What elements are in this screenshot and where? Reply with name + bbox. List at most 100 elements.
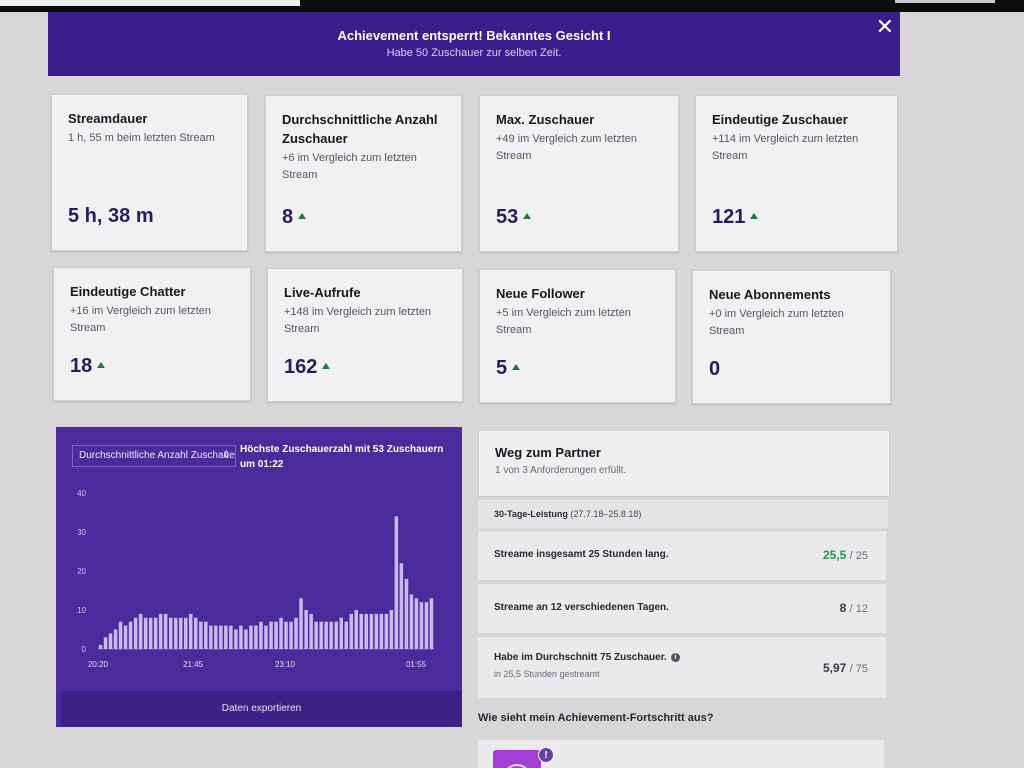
chart-bar[interactable] [354,610,359,649]
chart-bar[interactable] [264,625,268,649]
chart-bar[interactable] [128,621,133,649]
chart-bar[interactable] [189,613,193,649]
chart-bar[interactable] [294,617,298,649]
chart-bar[interactable] [209,625,213,649]
stat-subtitle: +6 im Vergleich zum letzten Stream [282,152,417,181]
chart-bar[interactable] [194,617,198,649]
chart-bar[interactable] [389,610,394,649]
chart-bar[interactable] [349,613,354,649]
chart-bar[interactable] [204,621,208,649]
arrow-up-icon [750,213,759,219]
requirement-label: Habe im Durchschnitt 75 Zuschauer. [494,652,667,663]
chart-bar[interactable] [394,516,399,649]
chart-bar[interactable] [359,613,364,649]
chart-bar[interactable] [174,617,178,649]
chart-bar[interactable] [339,617,344,649]
chart-bar[interactable] [319,621,323,649]
chart-bar[interactable] [229,625,233,649]
chart-bar[interactable] [369,613,374,649]
chart-bar[interactable] [123,625,128,649]
viewer-chart-panel: Durchschnittliche Anzahl Zuschauer ⇕ Höc… [56,427,462,727]
chart-bar[interactable] [148,617,153,649]
achievement-card[interactable]: ! [478,740,884,768]
chart-bar[interactable] [163,613,168,649]
chart-bar[interactable] [143,617,148,649]
chart-bar[interactable] [184,617,188,649]
chart-bar[interactable] [324,621,328,649]
metric-select[interactable]: Durchschnittliche Anzahl Zuschauer ⇕ [72,445,236,467]
stat-title: Streamdauer [68,111,148,126]
arrow-up-icon [322,363,331,369]
chart-bar[interactable] [118,621,123,649]
chart-bar[interactable] [158,613,163,649]
chart-bar[interactable] [414,598,419,649]
chart-bar[interactable] [269,621,273,649]
stat-card-new-subs: Neue Abonnements +0 im Vergleich zum let… [692,270,891,404]
chart-bar[interactable] [404,578,409,649]
chart-bar[interactable] [334,621,339,649]
stat-title: Max. Zuschauer [496,112,595,127]
chart-bar[interactable] [299,598,303,649]
chart-bar[interactable] [344,621,349,649]
close-icon[interactable]: ✕ [875,14,894,39]
stat-subtitle: +114 im Vergleich zum letzten Stream [712,133,859,162]
x-tick-label: 23:10 [275,660,296,669]
chart-bar[interactable] [379,613,384,649]
arrow-up-icon [523,213,532,219]
chart-bar[interactable] [179,617,183,649]
chart-bar[interactable] [364,613,369,649]
chart-bar[interactable] [138,613,143,649]
chart-bar[interactable] [309,613,313,649]
chart-bar[interactable] [279,617,283,649]
chart-bar[interactable] [133,617,138,649]
chart-bar[interactable] [289,621,293,649]
chart-bar[interactable] [374,613,379,649]
requirement-row: Streame an 12 verschiedenen Tagen. 8 / 1… [478,583,886,633]
chart-bar[interactable] [384,613,389,649]
stat-subtitle: +0 im Vergleich zum letzten Stream [709,308,844,337]
chart-bar[interactable] [234,629,238,650]
chart-bar[interactable] [429,598,434,649]
chart-bar[interactable] [103,637,108,649]
chart-bar[interactable] [214,625,218,649]
requirement-row: Habe im Durchschnitt 75 Zuschauer. i in 2… [478,636,886,698]
chart-bar[interactable] [108,633,113,649]
requirement-value: 8 / 12 [840,601,868,615]
chart-bar[interactable] [399,563,404,649]
x-tick-label: 21:45 [183,660,204,669]
chart-bar[interactable] [409,594,414,649]
stat-subtitle: +5 im Vergleich zum letzten Stream [496,307,631,336]
chart-bar[interactable] [224,625,228,649]
period-label: 30-Tage-Leistung (27.7.18–25.8.18) [478,500,888,528]
stat-card-avg-viewers: Durchschnittliche Anzahl Zuschauer +6 im… [265,95,462,252]
chart-bar[interactable] [199,621,203,649]
metric-select-value: Durchschnittliche Anzahl Zuschauer [79,450,236,461]
chart-bar[interactable] [424,602,429,649]
chart-bar[interactable] [274,621,278,649]
chart-bar[interactable] [284,621,288,649]
chart-bar[interactable] [254,625,258,649]
chart-bar[interactable] [169,617,173,649]
chart-bar[interactable] [259,621,263,649]
chart-bar[interactable] [314,621,318,649]
chart-bar[interactable] [304,610,308,649]
peak-viewers-text: Höchste Zuschauerzahl mit 53 Zuschauern … [240,444,444,470]
chart-bar[interactable] [113,629,118,650]
chart-bar[interactable] [329,621,333,649]
chart-bar[interactable] [98,645,103,649]
chart-bar[interactable] [419,602,424,649]
chart-bar[interactable] [249,625,253,649]
stat-value: 5 [496,357,508,379]
chart-bar[interactable] [244,629,248,650]
window-tab [895,0,995,3]
x-tick-label: 01:55 [406,660,427,669]
chart-bar[interactable] [239,625,243,649]
banner-subtitle: Habe 50 Zuschauer zur selben Zeit. [386,47,562,59]
info-icon[interactable]: i [670,653,680,662]
chart-bar[interactable] [153,617,158,649]
stat-subtitle: 1 h, 55 m beim letzten Stream [68,132,215,144]
requirement-row: Streame insgesamt 25 Stunden lang. 25,5 … [478,530,886,580]
export-data-button[interactable]: Daten exportieren [61,691,462,727]
stat-card-new-followers: Neue Follower +5 im Vergleich zum letzte… [479,269,676,403]
chart-bar[interactable] [219,625,223,649]
